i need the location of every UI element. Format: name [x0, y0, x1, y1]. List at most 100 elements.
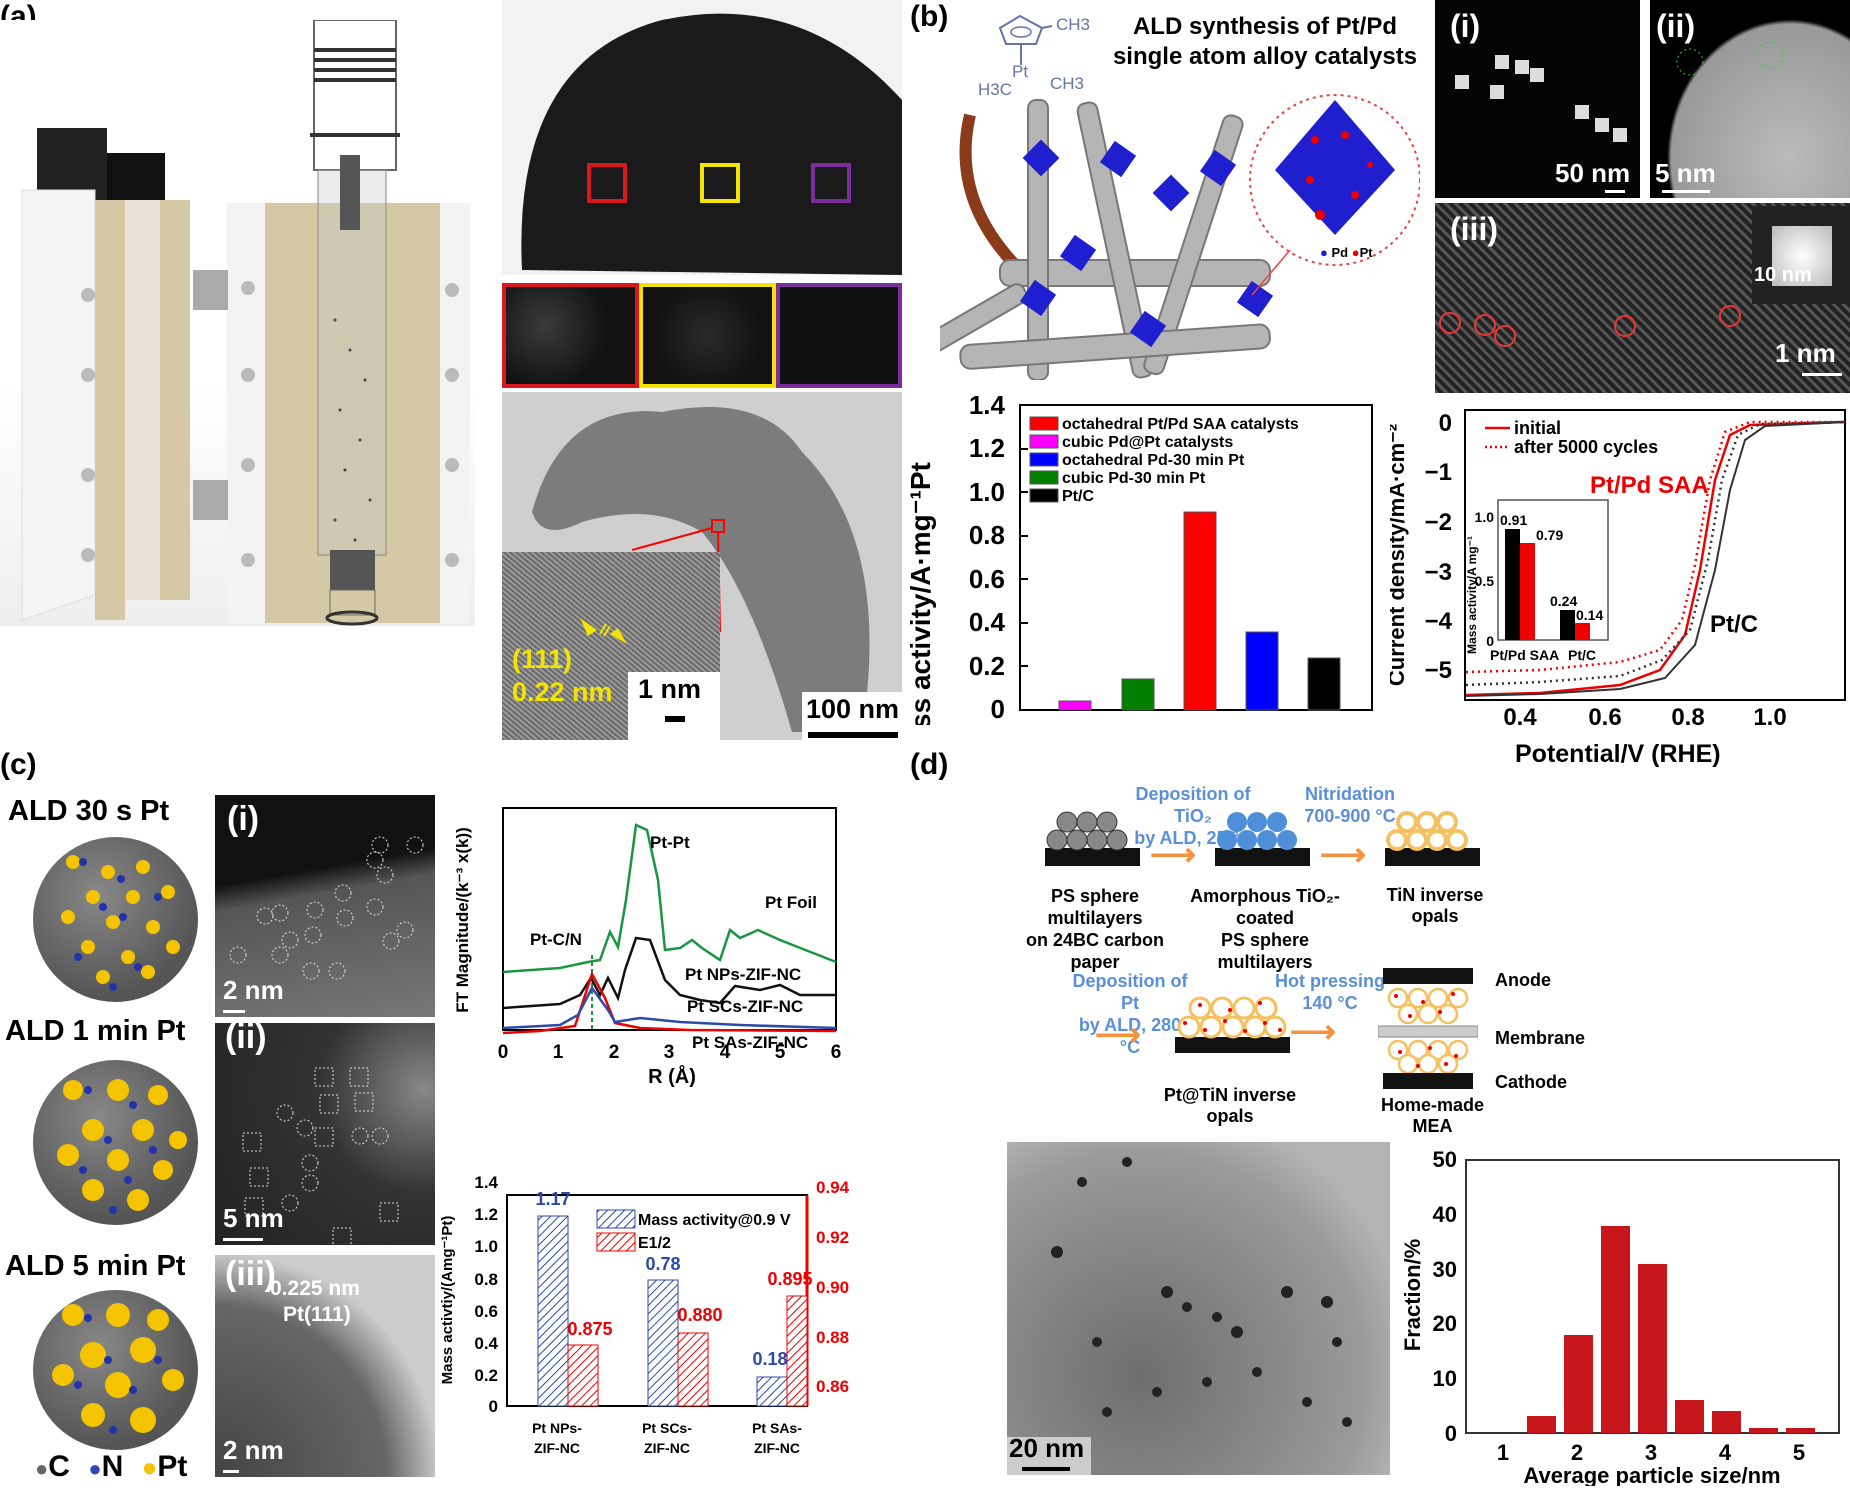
tem-scalebar-label: 100 nm: [806, 694, 900, 724]
stem-ii-scalebar: [1662, 190, 1710, 193]
step2-line1: Amorphous TiO₂-coated: [1190, 886, 1340, 928]
svg-text:Pt/C: Pt/C: [1062, 488, 1094, 505]
ch3-right-label: CH3: [1050, 74, 1085, 93]
svg-text:ZIF-NC: ZIF-NC: [534, 1440, 580, 1456]
panel-b-label: (b): [910, 0, 949, 33]
cathode-label: Cathode: [1495, 1072, 1567, 1092]
svg-text:50: 50: [1433, 1147, 1457, 1172]
sphere-model-1min: [33, 1060, 198, 1225]
tem-image-pt-tin: 20 nm: [1007, 1142, 1390, 1475]
haadf-image-ii: (ii) 5 nm: [215, 1023, 435, 1245]
tem-d-scalebar-label: 20 nm: [1009, 1433, 1085, 1463]
svg-text:octahedral Pt/Pd SAA catalysts: octahedral Pt/Pd SAA catalysts: [1062, 416, 1299, 433]
svg-text:1: 1: [553, 1042, 564, 1063]
svg-text:40: 40: [1433, 1202, 1457, 1227]
svg-text:E1/2: E1/2: [638, 1235, 671, 1252]
svg-text:cubic Pd@Pt catalysts: cubic Pd@Pt catalysts: [1062, 434, 1233, 451]
svg-text:10: 10: [1433, 1366, 1457, 1391]
svg-text:Fraction/%: Fraction/%: [1400, 1239, 1425, 1351]
lattice-spacing-label: 0.22 nm: [512, 677, 613, 707]
arrow4-caption: Hot pressing 140 °C: [1275, 970, 1385, 1014]
arrow-4: ⟶: [1290, 1013, 1336, 1049]
stem-i-scalebar: [1605, 190, 1625, 193]
svg-text:0: 0: [1445, 1421, 1457, 1446]
svg-text:4: 4: [1719, 1440, 1732, 1465]
svg-text:0.4: 0.4: [1503, 704, 1537, 731]
hrtem-scalebar: [665, 716, 685, 722]
stem-image-ii: (ii) 5 nm: [1650, 0, 1850, 198]
tem-image-carbon-spheres: (111) 0.22 nm 1 nm 100 nm: [502, 392, 902, 740]
haadf-i-scalebar: [223, 1010, 245, 1013]
sphere-model-30s: [33, 837, 198, 1002]
legend-pd-label: Pd: [1331, 245, 1349, 260]
svg-text:1.0: 1.0: [969, 477, 1005, 507]
mecpptme3-precursor-structure: CH3 Pt H3C CH3: [978, 10, 1120, 99]
haadf-ii-scalebar: [223, 1238, 263, 1241]
step1-line1: PS sphere multilayers: [1047, 886, 1143, 928]
anode-label: Anode: [1495, 970, 1551, 990]
svg-text:0.6: 0.6: [474, 1302, 498, 1321]
step2-caption: Amorphous TiO₂-coated PS sphere multilay…: [1185, 885, 1345, 973]
svg-text:0.880: 0.880: [677, 1305, 722, 1325]
stem-i-scalebar-label: 50 nm: [1555, 158, 1631, 188]
arrow2-line2: 700-900 °C: [1304, 806, 1396, 826]
svg-text:0.14: 0.14: [1576, 607, 1603, 623]
svg-text:cubic Pd-30 min Pt: cubic Pd-30 min Pt: [1062, 470, 1206, 487]
haadf-ii-label: (ii): [225, 1023, 267, 1056]
svg-text:0.4: 0.4: [969, 607, 1006, 637]
legend-pt-label: Pt: [1359, 245, 1373, 260]
membrane-label: Membrane: [1495, 1028, 1586, 1048]
step4-caption: Pt@TiN inverse opals: [1163, 1085, 1297, 1126]
svg-text:Pt Foil: Pt Foil: [765, 893, 817, 912]
nanofiber-schematic: ● Pd ●Pt: [940, 80, 1420, 380]
svg-text:0: 0: [1439, 410, 1452, 437]
hrtem-scalebar-label: 1 nm: [638, 674, 702, 704]
stem-iii-label: (iii): [1450, 211, 1498, 247]
sphere-model-5min: [33, 1290, 198, 1450]
stem-i-label: (i): [1450, 8, 1481, 44]
arrow-3: ⟶: [1095, 1016, 1141, 1052]
svg-text:0.86: 0.86: [816, 1377, 849, 1396]
svg-text:1.2: 1.2: [474, 1205, 498, 1224]
svg-text:0.875: 0.875: [567, 1319, 612, 1339]
arrow1-line1: Deposition of TiO₂: [1135, 784, 1251, 826]
svg-text:after 5000 cycles: after 5000 cycles: [1514, 437, 1658, 457]
chart-c-mass-activity-e12: 0 0.2 0.4 0.6 0.8 1.0 1.2 1.4 0.86 0.88 0.90 0.92 0…: [430, 1173, 869, 1486]
tio2-coated-illustration: [1215, 808, 1310, 868]
ald-reactor-render: [0, 20, 475, 626]
svg-text:2: 2: [1571, 1440, 1583, 1465]
magnified-region-yellow: [639, 283, 776, 388]
arrow4-line1: Hot pressing: [1275, 971, 1386, 991]
svg-text:initial: initial: [1514, 418, 1561, 438]
svg-text:0.8: 0.8: [474, 1270, 498, 1289]
hrtem-iii-scalebar: [223, 1470, 239, 1473]
chart-c-exafs: FT Magnitude/(k⁻³ x(k)) 0 1 2 3 4 5 6 R (Å) Pt…: [440, 790, 850, 1100]
svg-text:0: 0: [1486, 633, 1494, 649]
arrow2-caption: Nitridation 700-900 °C: [1300, 783, 1400, 827]
chart-b-lsv: 0 −1 −2 −3 −4 −5 0.4 0.6 0.8 1.0 Current density…: [1384, 400, 1850, 735]
svg-text:ZIF-NC: ZIF-NC: [644, 1440, 690, 1456]
ch3-top-label: CH3: [1056, 15, 1091, 34]
step5-caption: Home-made MEA: [1380, 1095, 1485, 1136]
svg-text:0.4: 0.4: [474, 1334, 498, 1353]
panel-d-label: (d): [910, 748, 949, 781]
svg-text:1.17: 1.17: [535, 1189, 570, 1209]
svg-text:30: 30: [1433, 1257, 1457, 1282]
panel-b-title: ALD synthesis of Pt/Pd single atom alloy…: [1100, 12, 1430, 72]
svg-text:1.0: 1.0: [1753, 704, 1786, 731]
svg-text:Average particle size/nm: Average particle size/nm: [1523, 1463, 1780, 1486]
svg-text:6: 6: [831, 1042, 842, 1063]
chart-d-particle-size: 0 10 20 30 40 50 1 2 3 4 5 Fraction/% Average par…: [1390, 1130, 1850, 1488]
svg-text:0.91: 0.91: [1500, 512, 1527, 528]
svg-text:−3: −3: [1425, 559, 1452, 586]
svg-text:ZIF-NC: ZIF-NC: [754, 1440, 800, 1456]
svg-text:1.4: 1.4: [474, 1175, 498, 1192]
stem-iii-scalebar: [1802, 373, 1842, 376]
atom-legend: ●C ●N ●Pt: [35, 1450, 188, 1483]
svg-text:Pt SCs-ZIF-NC: Pt SCs-ZIF-NC: [687, 997, 803, 1016]
lattice-plane-label: (111): [512, 644, 573, 674]
svg-text:Pt-C/N: Pt-C/N: [530, 930, 582, 949]
hrtem-image-iii: (iii) 0.225 nm Pt(111) 2 nm: [215, 1255, 435, 1477]
svg-text:1: 1: [1497, 1440, 1509, 1465]
pt-center-label: Pt: [1012, 62, 1029, 81]
